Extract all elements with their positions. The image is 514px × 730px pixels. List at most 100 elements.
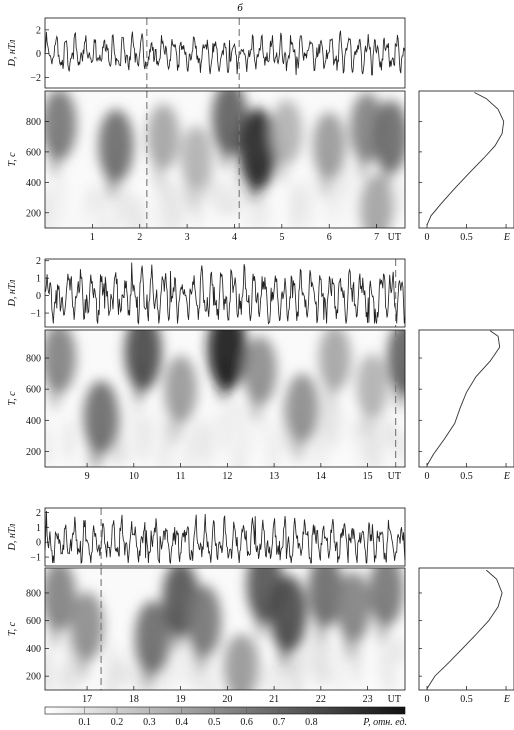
- texture-streak: [45, 418, 49, 454]
- power-blob-tail: [170, 397, 183, 442]
- power-blob-tail: [77, 634, 90, 679]
- power-blob-tail: [395, 366, 405, 411]
- x-tick-label: 13: [269, 471, 279, 482]
- colorbar-tick-label: 0.8: [305, 717, 318, 728]
- texture-streak: [175, 208, 186, 228]
- x-unit-label: UT: [388, 471, 401, 482]
- energy-profile-panel: 0 0.5 E: [419, 569, 510, 705]
- x-tick-label: 9: [85, 471, 90, 482]
- spectrogram-panel: 200 400 600 800 9 10 11 12 13 14 15 UT T, с: [7, 330, 405, 482]
- texture-streak: [126, 403, 136, 439]
- texture-streak: [290, 180, 304, 228]
- power-blob-tail: [133, 359, 146, 404]
- texture-streak: [129, 192, 139, 228]
- power-blob-tail: [49, 132, 62, 177]
- texture-streak: [290, 651, 304, 690]
- colorbar: 0.1 0.2 0.3 0.4 0.5 0.6 0.7 0.8 P, отн. ед.: [44, 706, 407, 728]
- d-trace-line: [44, 30, 406, 76]
- power-blob-tail: [380, 144, 393, 189]
- energy-frame: [418, 567, 514, 691]
- d-trace-panel: 2 1 0 −1 D, нТл: [7, 508, 406, 566]
- d-trace-frame: [44, 507, 406, 567]
- texture-streak: [303, 635, 317, 669]
- texture-streak: [45, 648, 53, 690]
- x-tick-label: 12: [222, 471, 232, 482]
- power-blob-tail: [142, 645, 155, 690]
- texture-streak: [257, 406, 270, 442]
- y-tick-label: 400: [26, 178, 41, 189]
- energy-x-tick-label: 0: [425, 694, 430, 705]
- power-blob: [224, 634, 258, 690]
- texture-streak: [322, 663, 333, 684]
- colorbar-tick-label: 0.2: [111, 717, 124, 728]
- power-blob-tail: [217, 356, 230, 401]
- texture-streak: [305, 176, 314, 228]
- spectrogram-frame: [44, 329, 406, 468]
- colorbar-label: P, отн. ед.: [362, 717, 407, 728]
- texture-streak: [263, 661, 273, 690]
- texture-streak: [187, 428, 195, 467]
- texture-streak: [391, 178, 405, 218]
- x-tick-label: 10: [129, 471, 139, 482]
- y-axis-label: T, с: [7, 621, 18, 636]
- texture-streak: [336, 649, 347, 690]
- colorbar-tick-label: 0.5: [208, 717, 221, 728]
- y-tick-label: 400: [26, 644, 41, 655]
- energy-x-label: E: [503, 471, 510, 482]
- power-blob-tail: [231, 675, 243, 690]
- power-blob-tail: [276, 140, 289, 185]
- energy-curve: [426, 92, 505, 226]
- texture-streak: [212, 405, 224, 458]
- power-blob-tail: [292, 415, 305, 460]
- y-tick-label: 200: [26, 672, 41, 683]
- texture-streak: [202, 418, 211, 467]
- texture-streak: [316, 430, 327, 467]
- texture-streak: [141, 413, 153, 460]
- power-blob-tail: [367, 216, 378, 228]
- colorbar-tick-label: 0.6: [240, 717, 253, 728]
- y-tick-label: 600: [26, 616, 41, 627]
- x-tick-label: 20: [222, 694, 232, 705]
- x-tick-label: 3: [185, 232, 190, 243]
- x-unit-label: UT: [388, 694, 401, 705]
- power-blob-tail: [315, 598, 328, 643]
- texture-streak: [339, 186, 347, 228]
- y-axis-label: T, с: [7, 391, 18, 406]
- energy-x-tick-label: 0.5: [460, 694, 473, 705]
- power-blob-tail: [362, 394, 375, 439]
- texture-streak: [106, 657, 118, 690]
- texture-streak: [130, 436, 144, 459]
- y-tick-label: 2: [36, 508, 41, 519]
- y-tick-label: −1: [30, 553, 41, 564]
- power-blob-tail: [278, 621, 291, 666]
- y-axis-label: D, нТл: [7, 39, 18, 67]
- energy-frame: [418, 329, 514, 468]
- energy-x-label: E: [503, 694, 510, 705]
- y-tick-label: 0: [36, 291, 41, 302]
- x-tick-label: 18: [129, 694, 139, 705]
- power-blob-tail: [319, 153, 332, 198]
- texture-streak: [332, 420, 340, 452]
- texture-streak: [86, 184, 99, 214]
- y-tick-label: 2: [36, 256, 41, 267]
- texture-streak: [273, 655, 285, 690]
- power-blob-tail: [357, 135, 370, 180]
- texture-streak: [159, 443, 167, 467]
- y-tick-label: 800: [26, 588, 41, 599]
- texture-streak: [176, 646, 188, 688]
- colorbar-tick-label: 0.1: [78, 717, 91, 728]
- y-tick-label: −1: [30, 309, 41, 320]
- y-axis-label: T, с: [7, 152, 18, 167]
- texture-streak: [268, 428, 278, 467]
- x-tick-label: 1: [90, 232, 95, 243]
- power-blob: [269, 575, 307, 653]
- y-tick-label: 2: [36, 25, 41, 36]
- power-blob-tail: [193, 628, 206, 673]
- energy-x-tick-label: 0: [425, 471, 430, 482]
- d-trace-frame: [44, 258, 406, 328]
- y-tick-label: 0: [36, 538, 41, 549]
- power-blob-tail: [324, 366, 337, 411]
- energy-x-tick-label: 0.5: [460, 232, 473, 243]
